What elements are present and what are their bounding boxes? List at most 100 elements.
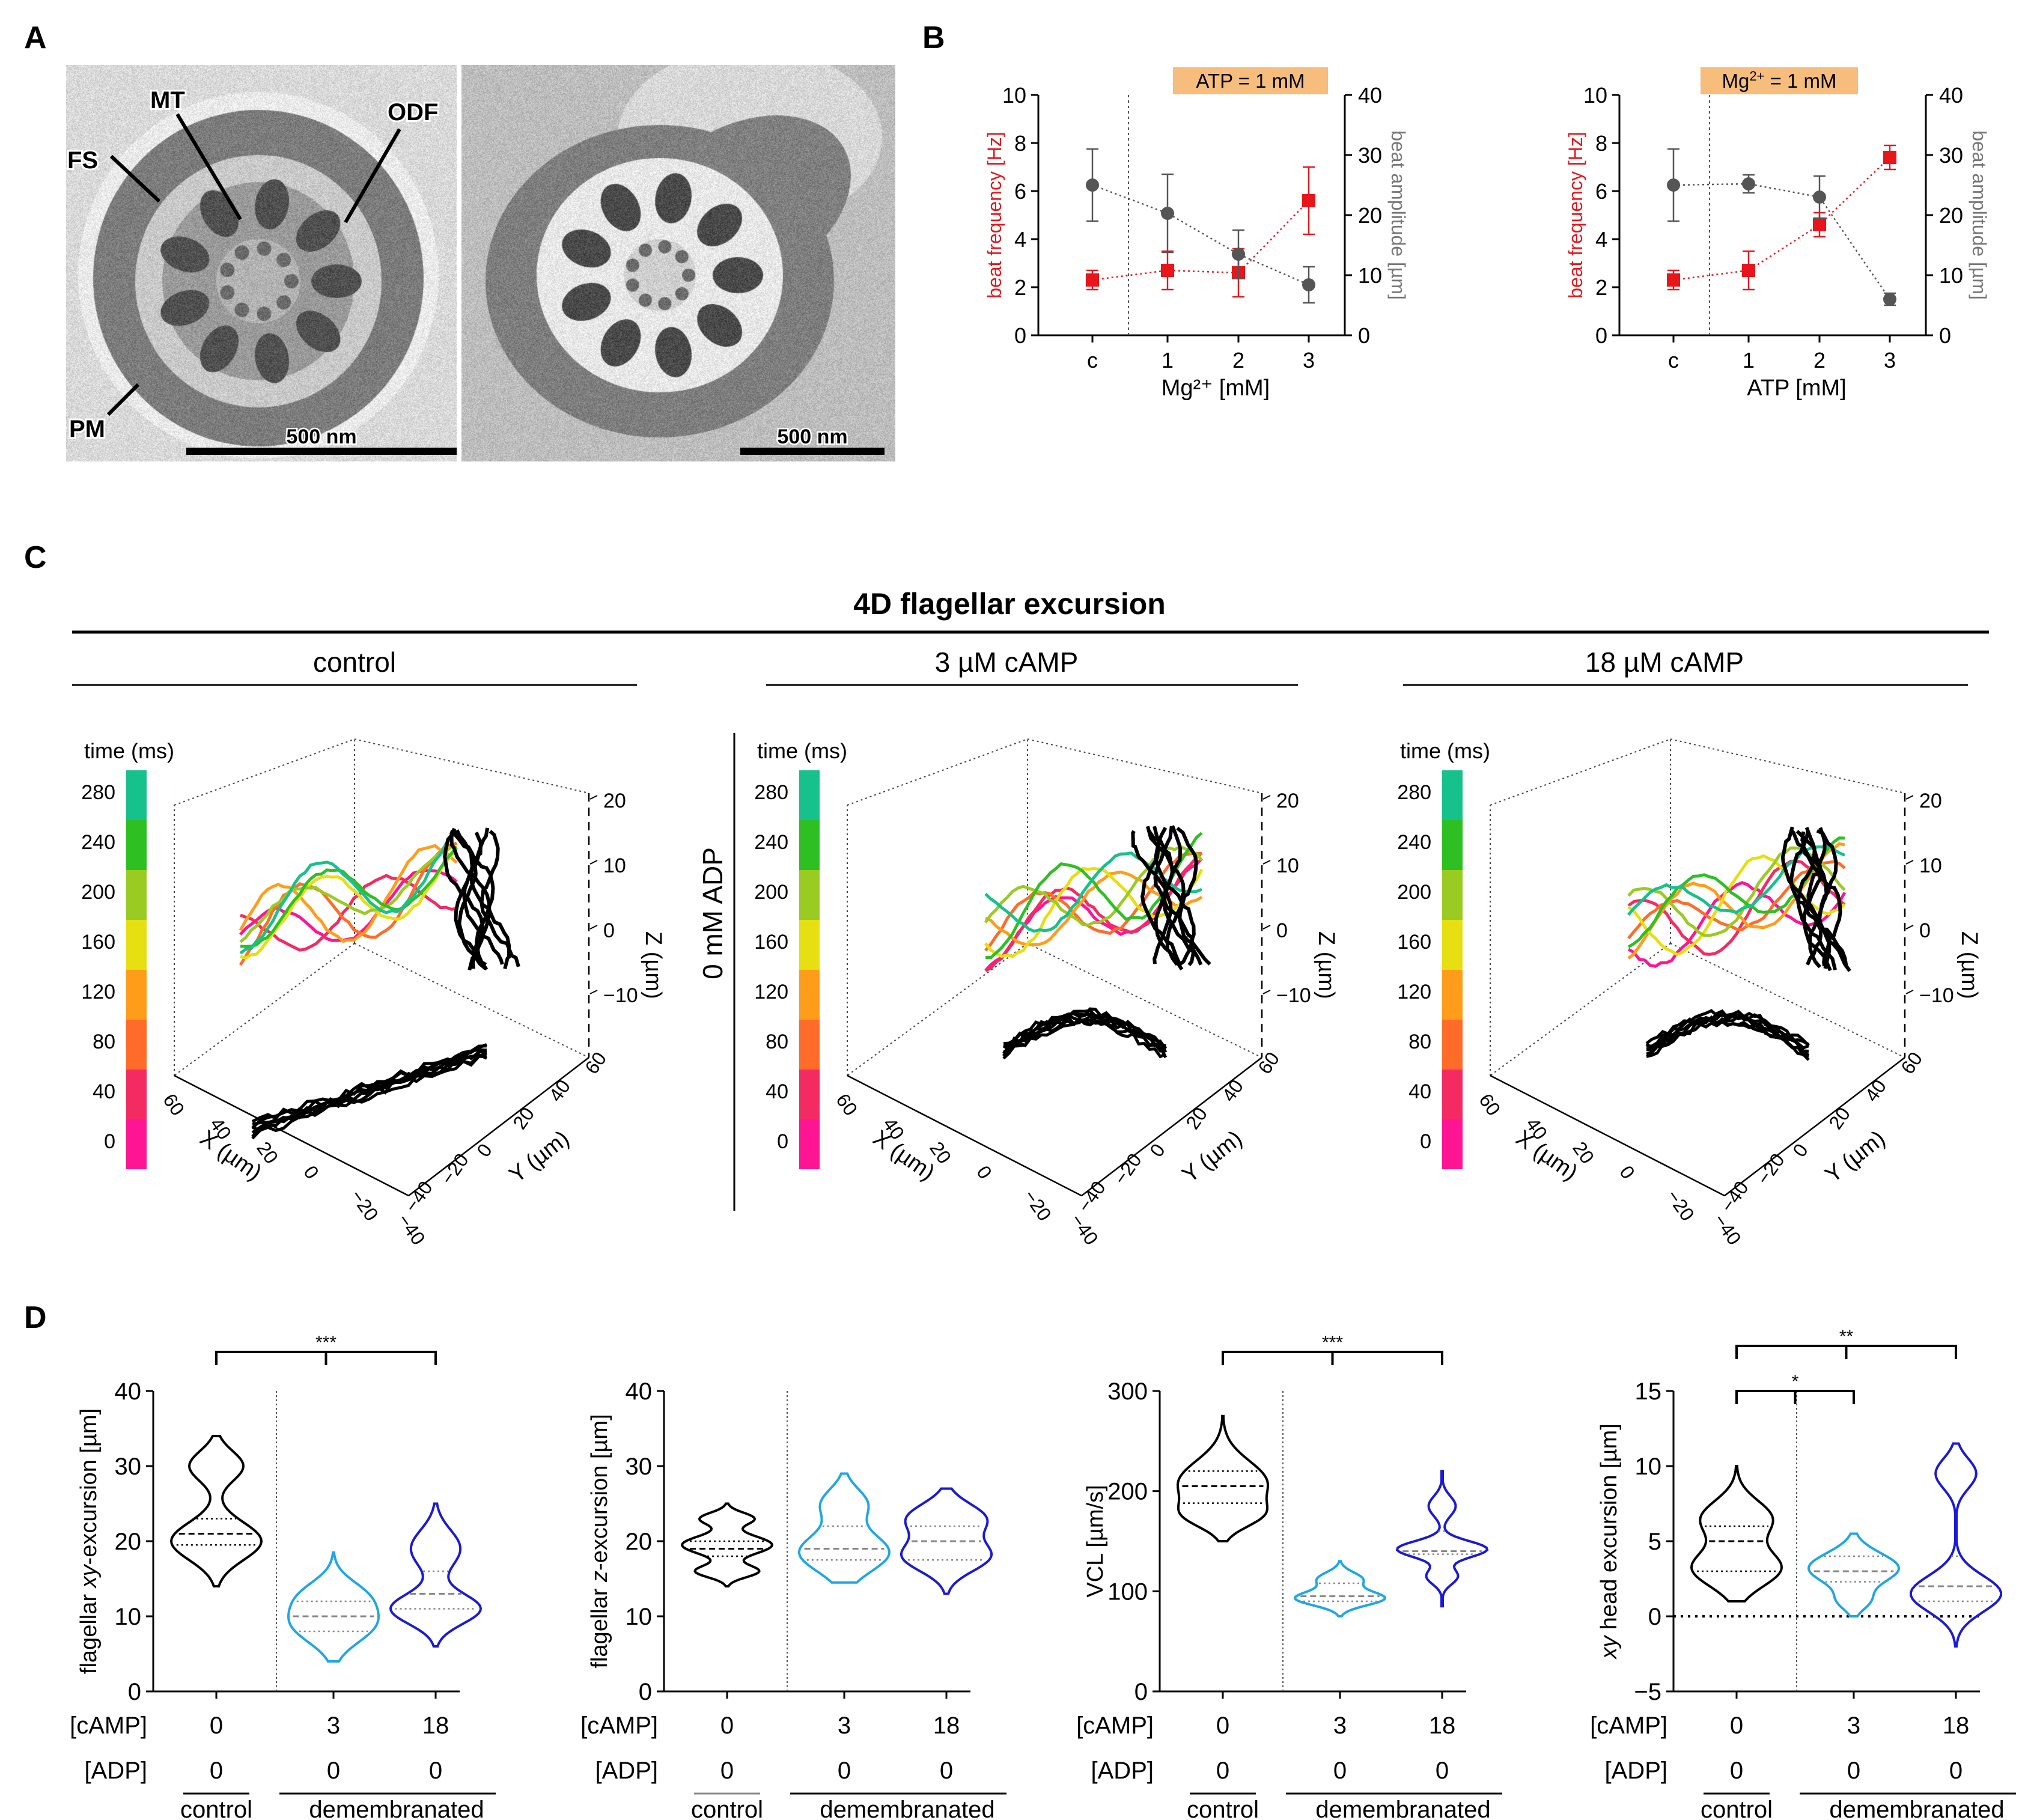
group-label-control: control [1187, 1797, 1259, 1820]
y-tick-label: −20 [1752, 1149, 1789, 1188]
x-tick-label: 3 [1884, 348, 1896, 373]
panel-c-title: 4D flagellar excursion [853, 587, 1166, 621]
data-point-circle [1232, 248, 1245, 261]
z-tick-label: 20 [603, 790, 626, 812]
colorbar-tick: 200 [754, 881, 788, 904]
colorbar-title: time (ms) [757, 738, 847, 763]
colorbar-tick: 80 [93, 1030, 115, 1053]
series-line-square [1092, 200, 1309, 281]
y-tick-label: 60 [1896, 1048, 1926, 1078]
colorbar-tick: 120 [754, 981, 788, 1003]
group-label-demembranated: demembranated [1315, 1797, 1490, 1820]
y-tick-label: 0 [128, 1679, 141, 1705]
z-tick-label: 10 [1919, 854, 1942, 877]
y-tick-label-left: 10 [1002, 83, 1026, 108]
label-mt: MT [150, 87, 185, 114]
x-axis-line [1490, 1074, 1725, 1197]
colorbar-segment [799, 970, 820, 1020]
z-axis-label: Z (µm) [1314, 931, 1339, 999]
data-point-circle [1742, 177, 1755, 190]
z-tick-label: 10 [1276, 854, 1299, 877]
box-edge [174, 943, 355, 1076]
xy-projection-trace [251, 1043, 487, 1130]
colorbar-tick: 0 [1420, 1130, 1431, 1153]
z-tick [589, 795, 598, 800]
x-tick-label: 0 [1615, 1161, 1639, 1182]
z-tick-label: −10 [603, 984, 638, 1007]
flagellum-trace [1627, 881, 1847, 968]
series-line-circle [1673, 183, 1891, 300]
x-tick-label: 60 [159, 1089, 189, 1119]
colorbar-tick: 40 [93, 1080, 115, 1103]
y-tick-label: 15 [1635, 1378, 1662, 1405]
camp-value: 18 [422, 1712, 449, 1739]
box-edge [1027, 738, 1262, 794]
head-region-trace [1780, 826, 1823, 966]
significance-bracket [1735, 1390, 1855, 1404]
z-tick-label: −10 [1919, 984, 1954, 1007]
pointer-pm [106, 383, 140, 416]
y-tick-label-right: 20 [1939, 203, 1963, 228]
z-tick [1905, 860, 1914, 865]
colorbar-tick: 0 [777, 1130, 788, 1153]
head-region-trace [1131, 830, 1173, 964]
x-tick-label: c [1087, 348, 1098, 373]
scalebar-right [740, 448, 885, 455]
row-label-camp: [cAMP] [1590, 1712, 1667, 1739]
violin-shape [797, 1472, 891, 1584]
y-axis-line [1724, 1057, 1905, 1196]
violin-shape [1807, 1532, 1901, 1618]
x-axis-label: ATP [mM] [1747, 376, 1846, 401]
y-axis-label-right: beat amplitude [µm] [1969, 130, 1990, 300]
head-region-trace [480, 830, 520, 967]
data-point-square [1813, 218, 1826, 231]
box-edge [1490, 943, 1671, 1076]
y-tick-label: −40 [1716, 1177, 1753, 1216]
y-tick-label: 20 [508, 1103, 538, 1133]
head-region-trace [1806, 827, 1848, 967]
xy-projection-trace [1002, 1015, 1166, 1057]
head-region-trace [1154, 827, 1196, 966]
row-label-camp: [cAMP] [580, 1712, 658, 1739]
colorbar-tick: 240 [1397, 831, 1431, 854]
y-tick-label-left: 8 [1014, 131, 1026, 156]
camp-value: 3 [1847, 1712, 1860, 1739]
colorbar-tick: 120 [1397, 981, 1431, 1003]
panel-label-d: D [24, 1300, 47, 1335]
banner-atp-text: ATP = 1 mM [1196, 70, 1305, 92]
colorbar-segment [799, 920, 820, 970]
y-axis-label: Y (µm) [1821, 1126, 1890, 1188]
colorbar-segment [126, 770, 147, 820]
colorbar-tick: 200 [1397, 881, 1431, 904]
significance-stars: ** [1839, 1327, 1854, 1347]
violin-shape [900, 1487, 993, 1595]
box-edge [1027, 943, 1262, 1058]
adp-value: 0 [1730, 1758, 1743, 1784]
condition-control: control [313, 647, 396, 678]
y-tick-label-left: 0 [1595, 323, 1607, 348]
colorbar-segment [799, 820, 820, 870]
violin-shape [169, 1435, 263, 1587]
chart-b-left: 0 2 4 6 8 10 0 10 20 30 40 c 1 2 3 Mg²⁺ [mM] beat freque… [984, 83, 1409, 401]
y-axis-label-right: beat amplitude [µm] [1387, 130, 1409, 300]
violin-shape [1909, 1442, 2003, 1648]
y-tick-label: 40 [544, 1076, 574, 1106]
colorbar-tick: 120 [81, 981, 115, 1003]
head-region-trace [451, 828, 487, 970]
y-tick-label: 5 [1648, 1529, 1661, 1555]
camp-value: 18 [1943, 1712, 1970, 1739]
data-point-square [1302, 194, 1315, 207]
adp-value: 0 [1333, 1758, 1347, 1784]
row-label-camp: [cAMP] [70, 1712, 147, 1739]
y-tick-label-left: 2 [1595, 275, 1607, 300]
x-axis-line [174, 1074, 409, 1197]
box-edge [847, 738, 1028, 806]
colorbar-segment [799, 1020, 820, 1070]
y-tick-label: 100 [1107, 1578, 1148, 1605]
y-tick-label-left: 6 [1595, 179, 1607, 204]
z-tick [1262, 860, 1271, 865]
adp-value: 0 [1436, 1758, 1449, 1784]
colorbar-segment [1442, 820, 1463, 870]
